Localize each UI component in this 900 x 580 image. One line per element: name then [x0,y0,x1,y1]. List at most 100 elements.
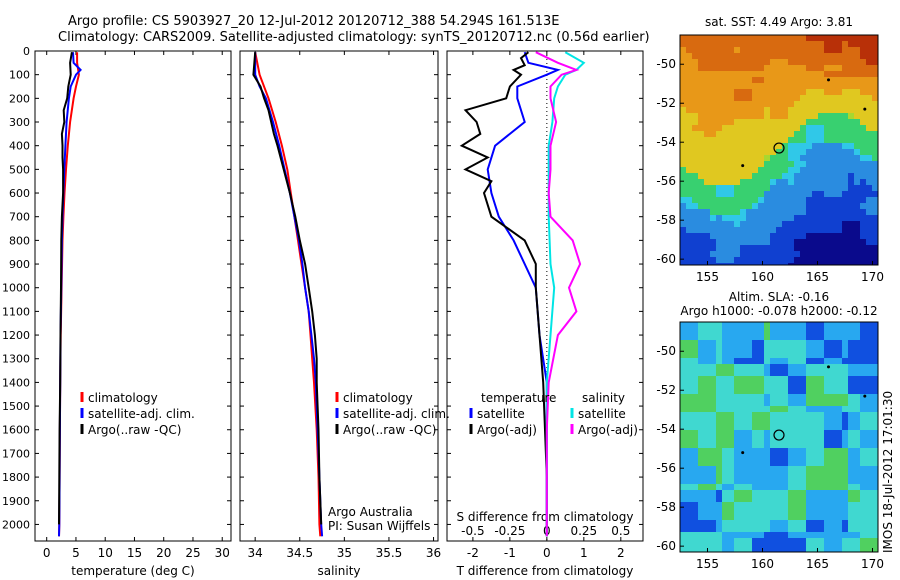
x-tick-label: 34 [248,546,263,560]
map-y-tick-label: -50 [656,57,676,71]
map-x-tick-label: 165 [806,270,829,284]
series-line-2 [254,52,324,537]
argo-position-marker [773,142,785,154]
depth-tick-label: 2000 [2,518,30,531]
depth-tick-label: 700 [9,211,30,224]
map-frame [679,321,879,553]
x-axis-label: temperature (deg C) [71,564,194,578]
legend-label: satellite-adj. clim. [343,407,450,421]
depth-tick-label: 800 [9,234,30,247]
legend-label: climatology [88,391,158,405]
s-diff-axis-label: S difference from climatology [457,510,634,524]
map-y-tick-label: -60 [656,539,676,553]
x-tick-label: 0 [543,546,551,560]
series-line-4 [535,51,582,537]
x-tick-label: 20 [156,546,171,560]
legend-label: climatology [343,391,413,405]
map-subtitle: Argo h1000: -0.078 h2000: -0.12 [680,304,877,318]
x-tick-label: 15 [127,546,142,560]
series-line-2 [459,51,548,537]
depth-tick-label: 1000 [2,282,30,295]
header-line-2: Climatology: CARS2009. Satellite-adjuste… [58,30,650,45]
x-tick-label: 35.5 [376,546,403,560]
x-tick-label: 36 [426,546,441,560]
x-tick-label: 5 [72,546,80,560]
panel-frame-1 [34,50,232,542]
x-tick-label: 0 [43,546,51,560]
legend-label: satellite-adj. clim. [88,407,195,421]
depth-tick-label: 100 [9,69,30,82]
x-tick-label: 10 [98,546,113,560]
legend-group-title: temperature [481,391,556,405]
depth-tick-label: 1900 [2,495,30,508]
depth-tick-label: 1500 [2,400,30,413]
depth-tick-label: 0 [23,45,30,58]
map-x-tick-label: 160 [751,557,774,571]
depth-tick-label: 1100 [2,305,30,318]
x-axis-label: salinity [317,564,360,578]
x-tick-label: -2 [467,546,479,560]
x-axis-label: T difference from climatology [456,564,634,578]
map-y-tick-label: -58 [656,500,676,514]
map-title: Altim. SLA: -0.16 [729,290,829,304]
map-y-tick-label: -58 [656,213,676,227]
x-tick-label: 25 [185,546,200,560]
legend-label: satellite [578,407,626,421]
depth-tick-label: 1400 [2,376,30,389]
depth-tick-label: 1700 [2,447,30,460]
depth-tick-label: 1600 [2,424,30,437]
legend-label: Argo(-adj) [477,423,537,437]
float-position-dot [741,164,745,168]
map-x-tick-label: 155 [696,557,719,571]
panel-frame-3 [446,50,644,542]
series-line-3 [58,52,73,525]
map-y-tick-label: -54 [656,135,676,149]
map-x-tick-label: 170 [861,557,884,571]
header-line-1: Argo profile: CS 5903927_20 12-Jul-2012 … [68,14,560,29]
s-diff-tick-label: 0.25 [570,524,597,538]
map-y-tick-label: -60 [656,252,676,266]
float-position-dot [741,451,745,455]
depth-tick-label: 600 [9,187,30,200]
map-y-tick-label: -52 [656,96,676,110]
panel-frame-2 [239,50,439,542]
map-x-tick-label: 160 [751,270,774,284]
series-line-3 [252,52,323,525]
argo-position-marker [773,429,785,441]
float-position-dot [827,365,830,369]
s-diff-tick-label: -0.25 [494,524,525,538]
legend-label: Argo(..raw -QC) [88,423,181,437]
s-diff-tick-label: 0.5 [611,524,630,538]
annotation-text: PI: Susan Wijffels [328,519,430,533]
depth-tick-label: 500 [9,163,30,176]
depth-tick-label: 300 [9,116,30,129]
map-y-tick-label: -50 [656,344,676,358]
map-y-tick-label: -54 [656,422,676,436]
map-y-tick-label: -56 [656,461,676,475]
s-diff-tick-label: -0.5 [461,524,484,538]
series-line-3 [545,51,586,537]
depth-tick-label: 400 [9,140,30,153]
map-panel-1 [680,35,878,265]
depth-tick-label: 200 [9,92,30,105]
x-tick-label: 1 [580,546,588,560]
float-position-dot [827,78,830,82]
x-tick-label: 30 [215,546,230,560]
legend-label: satellite [477,407,525,421]
x-tick-label: 35 [337,546,352,560]
map-x-tick-label: 155 [696,270,719,284]
side-timestamp-label: IMOS 18-Jul-2012 17:01:30 [881,391,895,553]
legend-label: Argo(-adj) [578,423,638,437]
map-panel-2 [680,322,878,552]
x-tick-label: 34.5 [286,546,313,560]
depth-tick-label: 1800 [2,471,30,484]
x-tick-label: -1 [504,546,516,560]
legend-group-title: salinity [582,391,625,405]
float-position-dot [863,394,867,398]
map-y-tick-label: -52 [656,383,676,397]
legend-label: Argo(..raw -QC) [343,423,436,437]
depth-tick-label: 900 [9,258,30,271]
annotation-text: Argo Australia [328,505,413,519]
